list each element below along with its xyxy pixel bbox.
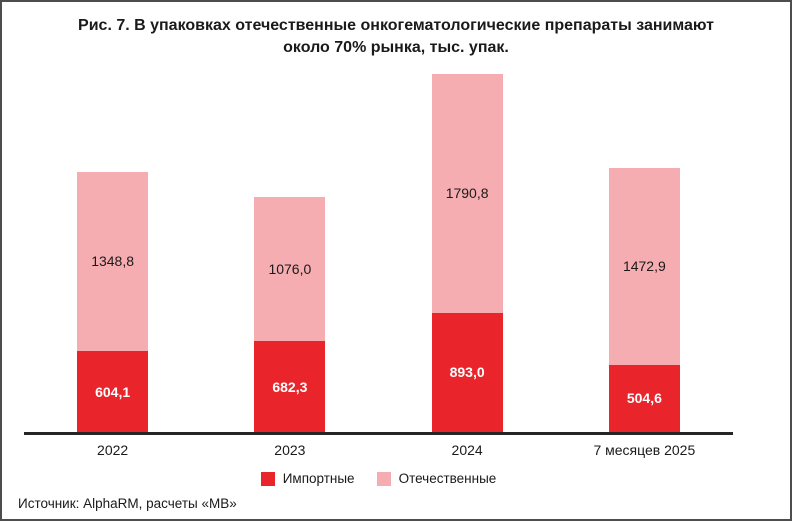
value-label-Импортные-7 месяцев 2025: 504,6	[626, 390, 662, 407]
legend: Импортные Отечественные	[24, 471, 733, 486]
x-label-slot-2024: 2024	[379, 442, 556, 458]
chart-title-line2: около 70% рынка, тыс. упак.	[283, 39, 509, 56]
source-note: Источник: AlphaRM, расчеты «МВ»	[18, 496, 237, 511]
stacked-bar-2024: 1790,8 893,0	[431, 74, 503, 432]
bar-slot-2022: 1348,8 604,1	[24, 59, 201, 432]
x-label-slot-2023: 2023	[201, 442, 378, 458]
plot-area: 1348,8 604,1 1076,0 682,3 1790,8 893,0 1472,9 5…	[24, 59, 733, 432]
x-label-slot-7 месяцев 2025: 7 месяцев 2025	[556, 442, 733, 458]
bar-segment-Отечественные-2023: 1076,0	[254, 197, 326, 341]
legend-item-Импортные: Импортные	[260, 471, 355, 486]
bar-slot-7 месяцев 2025: 1472,9 504,6	[556, 59, 733, 432]
x-axis-label-2024: 2024	[451, 442, 483, 458]
bar-segment-Импортные-2022: 604,1	[77, 351, 149, 432]
legend-swatch-Импортные	[260, 471, 275, 486]
value-label-Импортные-2022: 604,1	[95, 383, 131, 400]
x-axis-label-2023: 2023	[274, 442, 306, 458]
stacked-bar-2022: 1348,8 604,1	[77, 171, 149, 432]
value-label-Отечественные-2022: 1348,8	[91, 253, 135, 270]
x-label-slot-2022: 2022	[24, 442, 201, 458]
chart-title: Рис. 7. В упаковках отечественные онкоге…	[2, 2, 790, 59]
x-axis-labels: 2022 2023 2024 7 месяцев 2025	[24, 442, 733, 458]
legend-label-Отечественные: Отечественные	[398, 471, 497, 486]
bar-slot-2024: 1790,8 893,0	[379, 59, 556, 432]
value-label-Отечественные-2023: 1076,0	[268, 261, 312, 278]
value-label-Импортные-2024: 893,0	[449, 364, 485, 381]
bar-segment-Отечественные-2024: 1790,8	[431, 74, 503, 313]
chart-title-line1: Рис. 7. В упаковках отечественные онкоге…	[78, 17, 714, 34]
legend-swatch-Отечественные	[376, 471, 391, 486]
bar-segment-Отечественные-7 месяцев 2025: 1472,9	[608, 168, 680, 365]
bar-segment-Импортные-7 месяцев 2025: 504,6	[608, 364, 680, 432]
x-axis-label-2022: 2022	[97, 442, 129, 458]
value-label-Импортные-2023: 682,3	[272, 378, 308, 395]
legend-label-Импортные: Импортные	[282, 471, 355, 486]
value-label-Отечественные-7 месяцев 2025: 1472,9	[622, 258, 666, 275]
bar-segment-Импортные-2024: 893,0	[431, 312, 503, 432]
bar-segment-Отечественные-2022: 1348,8	[77, 171, 149, 352]
x-axis-line	[24, 432, 733, 435]
bar-slot-2023: 1076,0 682,3	[201, 59, 378, 432]
bar-segment-Импортные-2023: 682,3	[254, 341, 326, 432]
stacked-bar-2023: 1076,0 682,3	[254, 197, 326, 432]
value-label-Отечественные-2024: 1790,8	[445, 185, 489, 202]
x-axis-label-7 месяцев 2025: 7 месяцев 2025	[593, 442, 696, 458]
legend-item-Отечественные: Отечественные	[376, 471, 497, 486]
stacked-bar-7 месяцев 2025: 1472,9 504,6	[608, 168, 680, 432]
